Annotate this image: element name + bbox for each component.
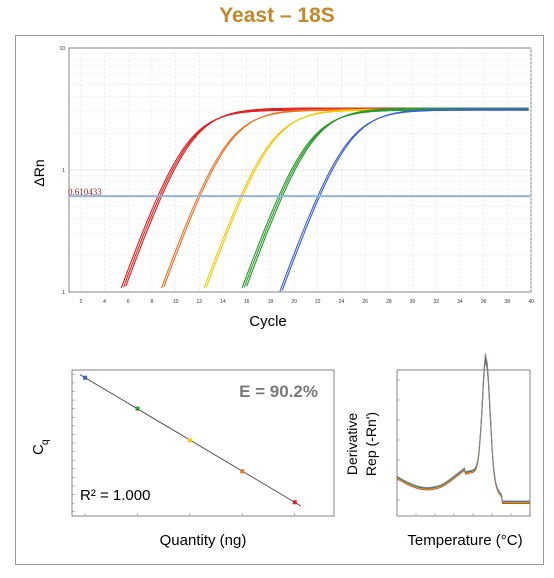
x-tick-label: 24: [339, 299, 345, 305]
figure-title: Yeast – 18S: [219, 4, 335, 27]
x-tick-label: 10: [173, 299, 179, 305]
y-tick-label: .1: [61, 290, 65, 296]
x-tick-label: 32: [433, 299, 439, 305]
svg-text:q: q: [40, 439, 51, 445]
grid: [69, 48, 532, 292]
x-tick-label: 16: [244, 299, 250, 305]
standard-curve-plot: E = 90.2% R² = 1.000 Quantity (ng) C q: [30, 369, 335, 549]
x-tick-label: 26: [362, 299, 368, 305]
data-points: [83, 375, 297, 505]
amplification-plot: 0.610433 2 4 6 8 10 12 14 16 18 20 22 24 26 28 30 32 34 3…: [31, 46, 534, 330]
amplification-curve: [279, 109, 529, 292]
x-tick-label: 30: [410, 299, 416, 305]
x-tick-label: 18: [268, 299, 274, 305]
x-tick-label: 4: [103, 299, 106, 305]
x-tick-label: 14: [220, 299, 226, 305]
svg-text:C: C: [30, 444, 47, 455]
svg-text:Derivative: Derivative: [344, 413, 360, 475]
melt-curve: [396, 353, 530, 502]
x-tick-label: 38: [505, 299, 511, 305]
tick-marks: [72, 374, 295, 516]
y-axis-label: C q: [30, 439, 51, 455]
standard-point: [83, 375, 88, 380]
y-tick-labels: 101.1: [59, 46, 65, 296]
melt-curve-plot: Temperature (°C) Derivative Rep (-Rn'): [344, 353, 531, 549]
r-squared-label: R² = 1.000: [80, 487, 150, 504]
threshold-label: 0.610433: [68, 187, 102, 197]
x-tick-label: 12: [197, 299, 203, 305]
figure-frame: [15, 35, 544, 565]
amplification-curve: [246, 107, 529, 287]
x-axis-label: Cycle: [249, 313, 287, 330]
standard-point: [240, 469, 245, 474]
plot-area: [396, 369, 531, 517]
amplification-curve: [281, 108, 529, 291]
efficiency-label: E = 90.2%: [239, 382, 318, 401]
y-axis-label: Derivative Rep (-Rn'): [344, 412, 379, 476]
x-axis-label: Temperature (°C): [407, 532, 522, 549]
standard-point: [292, 500, 297, 505]
x-tick-labels: 2 4 6 8 10 12 14 16 18 20 22 24 26 28 30 32 34 36 38 40: [79, 299, 534, 305]
x-tick-label: 28: [386, 299, 392, 305]
plot-area: [71, 369, 335, 517]
y-tick-label: 1: [62, 168, 65, 174]
x-tick-label: 2: [79, 299, 82, 305]
y-axis-label: ΔRn: [31, 159, 47, 186]
standard-point: [187, 438, 192, 443]
x-tick-label: 22: [315, 299, 321, 305]
y-tick-label: 10: [59, 46, 65, 52]
series-lines: [120, 107, 529, 292]
x-tick-label: 6: [127, 299, 130, 305]
x-tick-label: 34: [457, 299, 463, 305]
x-tick-label: 40: [528, 299, 534, 305]
x-tick-label: 20: [291, 299, 297, 305]
standard-point: [135, 406, 140, 411]
svg-text:Rep (-Rn'): Rep (-Rn'): [363, 412, 379, 476]
series-lines: [396, 353, 530, 504]
x-axis-label: Quantity (ng): [160, 532, 247, 549]
x-tick-label: 8: [151, 299, 154, 305]
x-tick-label: 36: [481, 299, 487, 305]
